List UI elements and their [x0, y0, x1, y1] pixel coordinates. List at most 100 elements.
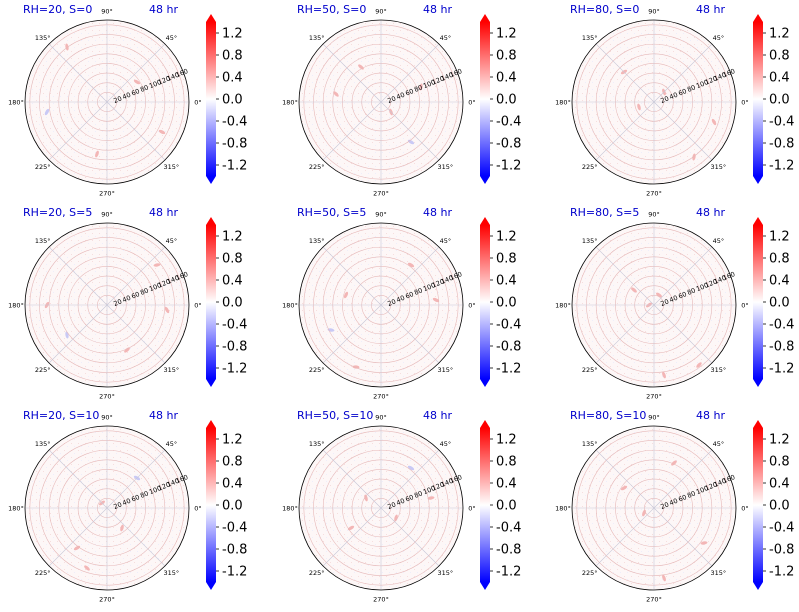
- colorbar-tick-label: 0.4: [222, 274, 243, 289]
- colorbar-tick-label: -1.2: [222, 362, 247, 377]
- colorbar-tick-label: 0.0: [222, 93, 243, 108]
- colorbar-scale: [480, 225, 490, 379]
- colorbar-tick-label: 1.2: [496, 27, 517, 42]
- theta-tick-label: 225°: [582, 163, 598, 171]
- radial-tick-label: 20: [112, 500, 123, 511]
- theta-tick-label: 90°: [375, 414, 387, 422]
- field-feature: [333, 91, 339, 97]
- polar-rim: [298, 222, 464, 388]
- field-feature: [364, 494, 368, 502]
- field-feature: [95, 150, 99, 158]
- theta-tick-label: 135°: [309, 237, 325, 245]
- angular-gridline: [595, 101, 655, 161]
- radial-tick-label: 20: [386, 500, 397, 511]
- angular-gridline: [48, 246, 108, 306]
- radial-tick-label: 60: [130, 87, 141, 98]
- theta-tick-label: 180°: [555, 302, 571, 310]
- radial-tick-label: 80: [413, 83, 424, 94]
- colorbar-tick-label: -0.4: [769, 318, 794, 333]
- theta-tick-label: 135°: [309, 34, 325, 42]
- field-feature: [347, 525, 355, 531]
- colorbar-tick-label: -0.8: [496, 137, 521, 152]
- angular-gridline: [106, 304, 166, 364]
- theta-tick-label: 225°: [582, 366, 598, 374]
- theta-tick-label: 315°: [438, 163, 454, 171]
- theta-tick-label: 180°: [555, 505, 571, 513]
- colorbar-tick-label: 1.2: [222, 230, 243, 245]
- theta-tick-label: 180°: [282, 505, 298, 513]
- colorbar-tick-label: -1.2: [222, 565, 247, 580]
- theta-tick-label: 90°: [375, 211, 387, 219]
- colorbar-tick-label: -1.2: [769, 565, 794, 580]
- colorbar-scale: [480, 22, 490, 176]
- radial-tick-label: 20: [386, 94, 397, 105]
- panel-time-label: 48 hr: [696, 3, 725, 16]
- colorbar: 1.2 0.8 0.4 0.0 -0.4 -0.8 -1.2: [753, 420, 794, 590]
- angular-gridline: [322, 507, 382, 567]
- colorbar-extend-max: [480, 14, 490, 22]
- angular-gridline: [322, 304, 382, 364]
- angular-gridline: [653, 304, 713, 364]
- theta-tick-label: 135°: [35, 34, 51, 42]
- theta-tick-label: 90°: [101, 211, 113, 219]
- theta-tick-label: 270°: [646, 596, 662, 604]
- colorbar-extend-min: [480, 582, 490, 590]
- angular-gridline: [653, 101, 713, 161]
- colorbar-tick-label: -0.8: [496, 543, 521, 558]
- field-feature: [662, 371, 666, 379]
- colorbar-tick-label: -1.2: [496, 565, 521, 580]
- theta-tick-label: 225°: [35, 366, 51, 374]
- colorbar-scale: [206, 225, 216, 379]
- radial-tick-label: 20: [112, 94, 123, 105]
- theta-tick-label: 45°: [166, 237, 178, 245]
- panel-time-label: 48 hr: [423, 3, 452, 16]
- angular-gridline: [595, 449, 655, 509]
- angular-gridline: [322, 101, 382, 161]
- colorbar-tick-label: 0.0: [496, 93, 517, 108]
- colorbar-tick-label: -0.8: [496, 340, 521, 355]
- theta-tick-label: 45°: [440, 440, 452, 448]
- field-feature: [124, 347, 130, 353]
- colorbar-tick-label: 0.4: [222, 477, 243, 492]
- colorbar: 1.2 0.8 0.4 0.0 -0.4 -0.8 -1.2: [480, 14, 521, 184]
- colorbar-tick-label: 0.8: [769, 49, 790, 64]
- panel-time-label: 48 hr: [149, 409, 178, 422]
- colorbar-tick-label: 0.8: [222, 455, 243, 470]
- colorbar-extend-max: [206, 14, 216, 22]
- radial-tick-label: 40: [395, 497, 406, 508]
- colorbar-tick-label: -0.4: [496, 521, 521, 536]
- colorbar-extend-max: [206, 420, 216, 428]
- colorbar-tick-label: 0.8: [222, 49, 243, 64]
- colorbar-tick-label: -0.4: [222, 521, 247, 536]
- theta-tick-label: 135°: [582, 440, 598, 448]
- theta-tick-label: 90°: [101, 8, 113, 16]
- theta-tick-label: 0°: [194, 99, 201, 107]
- angular-gridline: [322, 449, 382, 509]
- colorbar: 1.2 0.8 0.4 0.0 -0.4 -0.8 -1.2: [206, 14, 247, 184]
- polar-rim: [24, 19, 190, 185]
- radial-tick-label: 20: [112, 297, 123, 308]
- radial-tick-label: 80: [686, 286, 697, 297]
- radial-tick-label: 40: [121, 294, 132, 305]
- polar-rim: [24, 425, 190, 591]
- colorbar-extend-min: [206, 176, 216, 184]
- field-feature: [637, 103, 641, 111]
- theta-tick-label: 315°: [438, 366, 454, 374]
- colorbar-tick-label: 0.4: [496, 274, 517, 289]
- angular-gridline: [106, 449, 166, 509]
- colorbar-tick-label: 0.0: [496, 296, 517, 311]
- field-feature: [84, 565, 90, 571]
- colorbar-tick-label: -0.8: [769, 137, 794, 152]
- radial-tick-label: 40: [121, 91, 132, 102]
- colorbar-tick-label: -1.2: [496, 159, 521, 174]
- field-feature: [700, 541, 708, 545]
- colorbar-tick-label: -0.4: [222, 115, 247, 130]
- panel-time-label: 48 hr: [423, 409, 452, 422]
- panel-title: RH=50, S=10: [297, 409, 373, 422]
- colorbar-extend-max: [753, 14, 763, 22]
- panel-time-label: 48 hr: [423, 206, 452, 219]
- radial-tick-label: 40: [668, 294, 679, 305]
- colorbar-scale: [206, 428, 216, 582]
- colorbar-extend-min: [753, 176, 763, 184]
